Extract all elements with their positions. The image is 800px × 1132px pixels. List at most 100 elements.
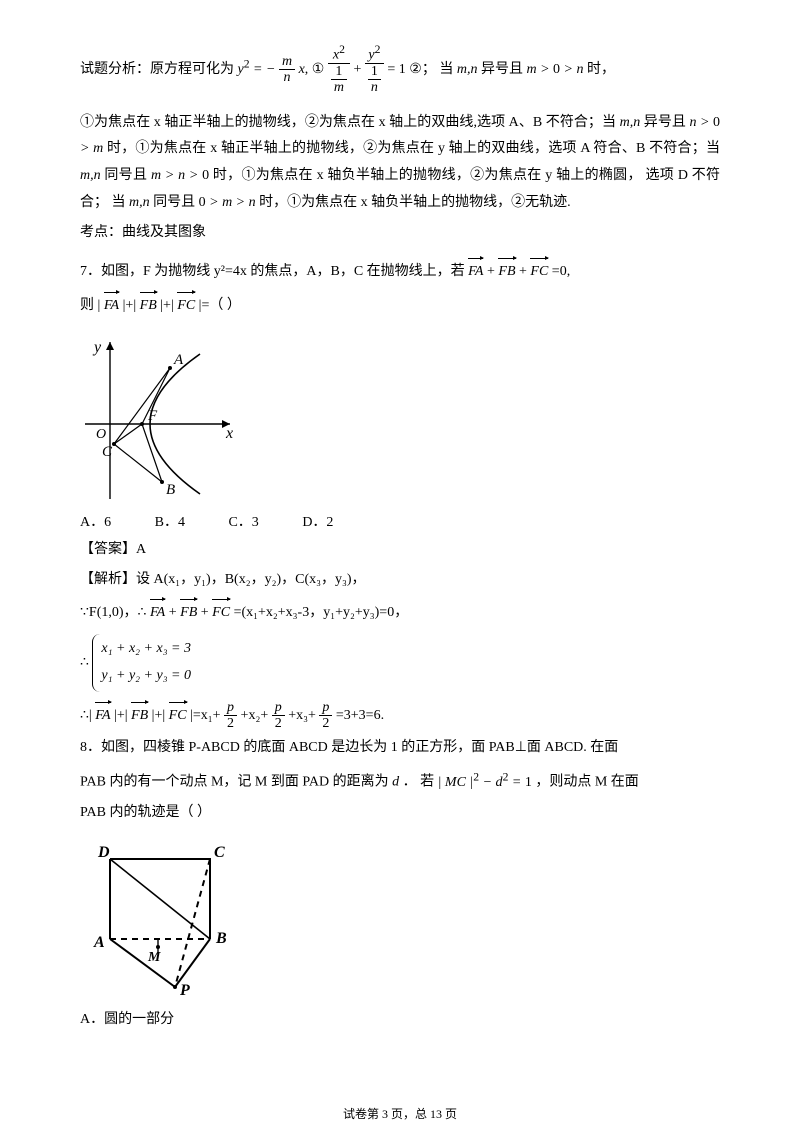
cg: =3+3=6. (336, 708, 384, 723)
q7-stem-line1: 7．如图，F 为抛物线 y²=4x 的焦点，A，B，C 在抛物线上，若 FA +… (80, 259, 720, 286)
frac-x2: x21m (328, 44, 350, 96)
q7-opt-c: C．3 (228, 510, 258, 537)
footer-b: 页，总 (391, 1107, 427, 1121)
q8-stem-line3: PAB 内的轨迹是（ ） (80, 800, 720, 827)
q8c: ． 若 (403, 775, 435, 790)
p2a-frac: p2 (224, 700, 237, 732)
t2: 时， (587, 62, 615, 77)
footer-a: 试卷第 (343, 1107, 379, 1121)
ca: ∴| (80, 708, 92, 723)
p2c: 时，①为焦点在 x 轴正半轴上的抛物线，②为焦点在 y 轴上的双曲线，选项 A … (107, 141, 720, 156)
mn4: m,n (129, 195, 150, 210)
svg-text:x: x (225, 425, 233, 442)
ce: +x₂+ (241, 708, 269, 723)
analysis-line1: 试题分析：原方程可化为 y2 = − mn x, ① x21m + y21n =… (80, 44, 720, 96)
svg-text:y: y (92, 339, 102, 356)
eq-y2: y2 = − (238, 62, 276, 77)
p2g: 时，①为焦点在 x 轴负半轴上的抛物线，②无轨迹. (259, 195, 571, 210)
q8b: PAB 内的有一个动点 M，记 M 到面 PAD 的距离为 (80, 775, 389, 790)
ineq1: m > 0 > n (526, 62, 583, 77)
eq1: = 1 (387, 62, 405, 77)
q7-stem-f: |=（ ） (199, 298, 241, 313)
q7-opt-b: B．4 (155, 510, 185, 537)
mn2: m,n (620, 115, 641, 130)
p2b: 异号且 (644, 115, 686, 130)
vec-FB4: FB (131, 703, 148, 730)
cd: |=x₁+ (190, 708, 220, 723)
q7-figure: y x O F A C B (80, 334, 720, 504)
q7-stem-c: 则 | (80, 298, 100, 313)
vec-FC4: FC (169, 703, 187, 730)
footer-c: 页 (445, 1107, 457, 1121)
vec-FC: FC (530, 259, 548, 286)
mc-eq: | MC |2 − d2 = 1 (438, 775, 532, 790)
analysis-prefix: 试题分析：原方程可化为 (80, 62, 234, 77)
footer-page: 3 (382, 1107, 388, 1121)
parabola-diagram: y x O F A C B (80, 334, 240, 504)
vec-FA4: FA (95, 703, 110, 730)
q7-jiexi-label: 【解析】 (80, 572, 136, 587)
svg-text:C: C (102, 444, 113, 460)
q8-stem-line1: 8．如图，四棱锥 P-ABCD 的底面 ABCD 是边长为 1 的正方形，面 P… (80, 735, 720, 762)
p2d: 同号且 (104, 168, 147, 183)
q8-stem-line2: PAB 内的有一个动点 M，记 M 到面 PAD 的距离为 d ． 若 | MC… (80, 766, 720, 796)
kaodian: 考点：曲线及其图象 (80, 220, 720, 247)
page-footer: 试卷第 3 页，总 13 页 (0, 1105, 800, 1122)
therefore1: ∴ (80, 655, 89, 670)
vec-FB2: FB (140, 293, 157, 320)
q7-conclusion: ∴| FA |+| FB |+| FC |=x₁+ p2 +x₂+ p2 +x₃… (80, 700, 720, 732)
q7-options: A．6 B．4 C．3 D．2 (80, 510, 720, 537)
q8a: 8．如图，四棱锥 P-ABCD 的底面 ABCD 是边长为 1 的正方形，面 P… (80, 740, 618, 755)
q7-stem-b: =0, (552, 264, 570, 279)
circ2: ②； 当 (409, 62, 453, 77)
pyramid-diagram: D C A B M P (80, 839, 250, 999)
q8-opt-a: A．圆的一部分 (80, 1007, 720, 1034)
mn3: m,n (80, 168, 101, 183)
p2f: 同号且 (153, 195, 195, 210)
vec-FB3: FB (180, 600, 197, 627)
circ1: ① (312, 62, 325, 77)
vec-FC2: FC (177, 293, 195, 320)
frac-mn: mn (279, 54, 295, 86)
svg-text:A: A (93, 934, 105, 951)
q7-answer: 【答案】A (80, 537, 720, 564)
q7-linef: ∵F(1,0)，∴ FA + FB + FC =(x₁+x₂+x₃-3，y₁+y… (80, 600, 720, 627)
q7-opt-a: A．6 (80, 510, 111, 537)
sys1: x₁ + x₂ + x₃ = 3 (101, 636, 191, 663)
q7-system: ∴ x₁ + x₂ + x₃ = 3 y₁ + y₂ + y₃ = 0 (80, 634, 720, 691)
ineq4: 0 > m > n (199, 195, 256, 210)
q7-jiexi-line1: 【解析】设 A(x₁，y₁)，B(x₂，y₂)，C(x₃，y₃)， (80, 567, 720, 594)
plus: + (353, 62, 364, 77)
footer-total: 13 (430, 1107, 442, 1121)
mn1: m,n (457, 62, 478, 77)
cb: |+| (114, 708, 128, 723)
ineq3: m > n > 0 (151, 168, 209, 183)
q7-linef-a: ∵F(1,0)，∴ (80, 605, 146, 620)
page: 试题分析：原方程可化为 y2 = − mn x, ① x21m + y21n =… (0, 0, 800, 1132)
p2c-frac: p2 (319, 700, 332, 732)
p2a: ①为焦点在 x 轴正半轴上的抛物线，②为焦点在 x 轴上的双曲线,选项 A、B … (80, 115, 616, 130)
d-var: d (392, 775, 399, 790)
q7-stem-e: |+| (160, 298, 174, 313)
q7-stem-line2: 则 | FA |+| FB |+| FC |=（ ） (80, 293, 720, 320)
q7-opt-d: D．2 (302, 510, 333, 537)
q8d: ，则动点 M 在面 (535, 775, 638, 790)
vec-FA2: FA (104, 293, 119, 320)
svg-text:M: M (147, 950, 161, 965)
q7-stem-a: 7．如图，F 为抛物线 y²=4x 的焦点，A，B，C 在抛物线上，若 (80, 264, 465, 279)
svg-text:B: B (166, 482, 175, 498)
q7-stem-d: |+| (123, 298, 137, 313)
q7-jiexi-a: 设 A(x₁，y₁)，B(x₂，y₂)，C(x₃，y₃)， (136, 572, 366, 587)
sys2: y₁ + y₂ + y₃ = 0 (101, 663, 191, 690)
cf: +x₃+ (288, 708, 316, 723)
brace: x₁ + x₂ + x₃ = 3 y₁ + y₂ + y₃ = 0 (92, 634, 197, 691)
frac-y2b: y21n (365, 44, 384, 96)
svg-text:B: B (215, 930, 227, 947)
analysis-para2: ①为焦点在 x 轴正半轴上的抛物线，②为焦点在 x 轴上的双曲线,选项 A、B … (80, 110, 720, 216)
svg-text:P: P (179, 982, 190, 999)
svg-text:O: O (96, 427, 106, 442)
vec-FB: FB (498, 259, 515, 286)
svg-text:A: A (173, 352, 184, 368)
vec-FA: FA (468, 259, 483, 286)
vec-FC3: FC (212, 600, 230, 627)
